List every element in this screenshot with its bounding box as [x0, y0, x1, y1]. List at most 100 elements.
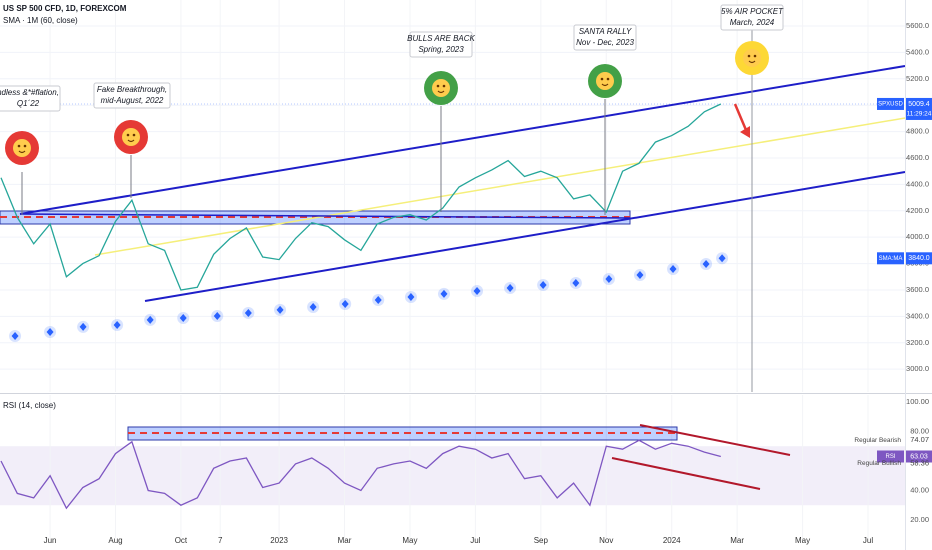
- rsi-zone: [127, 426, 678, 441]
- price-line: [0, 439, 721, 510]
- sma-marker: [605, 275, 613, 284]
- sma-marker: [669, 264, 677, 273]
- x-tick-label: Mar: [730, 536, 744, 545]
- divergence-lower: [611, 457, 761, 490]
- level-label: Regular Bullish: [857, 460, 901, 467]
- emoji-mouth: [437, 90, 445, 94]
- callout-text: mid-August, 2022: [101, 96, 164, 105]
- sma-marker: [179, 313, 187, 322]
- y-tick-label: 4800.0: [906, 127, 929, 136]
- emoji-mouth: [18, 150, 26, 154]
- y-tick-label: 3400.0: [906, 311, 929, 320]
- arrow-shaft: [733, 103, 748, 131]
- emoji-eye: [606, 77, 610, 81]
- price-line: [0, 103, 722, 291]
- x-tick-label: Sep: [534, 536, 549, 545]
- callout-box: [93, 82, 171, 109]
- sma-marker: [702, 259, 710, 268]
- tag-value: 3840.0: [908, 255, 930, 262]
- emoji-mouth: [601, 83, 609, 87]
- sma-marker: [46, 327, 54, 336]
- emoji-eye: [600, 77, 604, 81]
- y-tick-label: 40.00: [910, 485, 929, 494]
- channel-upper: [19, 65, 906, 215]
- callout-text: BULLS ARE BACK: [407, 34, 475, 43]
- emoji-eye: [132, 133, 136, 137]
- x-tick-label: May: [402, 536, 417, 545]
- sma-marker: [11, 332, 19, 341]
- sma-marker: [146, 315, 154, 324]
- callout-text: March, 2024: [730, 18, 775, 27]
- sma-marker: [244, 308, 252, 317]
- tag-value-bg: [906, 97, 932, 120]
- callout-text: SANTA RALLY: [579, 27, 632, 36]
- arrow-head: [740, 126, 750, 138]
- x-tick-label: Jun: [44, 536, 57, 545]
- callout-text: Q1´22: [17, 99, 40, 108]
- tag-value-bg: [906, 450, 932, 463]
- sma-marker: [440, 289, 448, 298]
- y-tick-label: 5400.0: [906, 47, 929, 56]
- annotations: ndless &*#flation, Q1´22 Fake Breakthrough…: [0, 4, 784, 215]
- x-tick-label: 2024: [663, 536, 681, 545]
- callout-text: ndless &*#flation,: [0, 88, 59, 97]
- emoji-inner: [743, 49, 761, 67]
- rsi-band: [0, 446, 905, 506]
- sma-marker: [374, 296, 382, 305]
- level-label: Regular Bearish: [854, 437, 901, 444]
- tag-name: SPXUSD: [878, 102, 903, 108]
- y-tick-label: 4200.0: [906, 206, 929, 215]
- chart-title: US SP 500 CFD, 1D, FOREXCOM: [3, 4, 127, 13]
- callout-text: Fake Breakthrough,: [97, 85, 167, 94]
- x-tick-label: Jul: [470, 536, 480, 545]
- y-tick-label: 4400.0: [906, 179, 929, 188]
- sma-marker: [572, 278, 580, 287]
- callout-box: [409, 31, 473, 58]
- emoji-inner: [122, 128, 140, 146]
- tag-name: RSI: [885, 454, 895, 460]
- x-tick-label: Nov: [599, 536, 613, 545]
- channel-lower: [144, 171, 906, 302]
- x-tick-label: 7: [218, 536, 223, 545]
- sma-marker: [79, 322, 87, 331]
- callout-box: [0, 85, 61, 112]
- emoji-eye: [753, 54, 757, 58]
- y-tick-label: 4600.0: [906, 153, 929, 162]
- level-value: 74.07: [910, 435, 929, 444]
- channel-base: [19, 213, 631, 219]
- emoji-eye: [17, 144, 21, 148]
- callout-text: Spring, 2023: [418, 45, 464, 54]
- sma-marker: [539, 280, 547, 289]
- sma-marker: [473, 287, 481, 296]
- callout-text: Nov - Dec, 2023: [576, 38, 634, 47]
- tag-name-bg: [877, 97, 904, 110]
- x-tick-label: Oct: [175, 536, 188, 545]
- callout-box: [573, 24, 637, 51]
- indicator-title: SMA · 1M (60, close): [3, 16, 78, 25]
- tag-name: SMA:MA: [879, 256, 903, 262]
- tag-name-bg: [877, 450, 904, 463]
- emoji-inner: [432, 79, 450, 97]
- x-tick-label: 2023: [270, 536, 288, 545]
- y-tick-label: 5600.0: [906, 21, 929, 30]
- y-tick-label: 3000.0: [906, 364, 929, 373]
- sma-marker: [276, 305, 284, 314]
- sma-marker: [506, 283, 514, 292]
- emoji-inner: [596, 72, 614, 90]
- y-tick-label: 3200.0: [906, 338, 929, 347]
- x-tick-label: Mar: [338, 536, 352, 545]
- channel-mid: [94, 117, 906, 256]
- emoji-mouth: [127, 139, 135, 143]
- tag-name-bg: [877, 252, 904, 265]
- y-tick-label: 100.00: [906, 397, 929, 406]
- callout-text: 5% AIR POCKET: [721, 7, 784, 16]
- x-tick-label: May: [795, 536, 810, 545]
- sma-marker: [309, 303, 317, 312]
- y-tick-label: 20.00: [910, 515, 929, 524]
- sma-marker: [113, 320, 121, 329]
- sma-marker: [341, 299, 349, 308]
- tag-value-bg: [906, 252, 932, 265]
- emoji-eye: [442, 84, 446, 88]
- y-tick-label: 3600.0: [906, 285, 929, 294]
- sma-marker: [407, 292, 415, 301]
